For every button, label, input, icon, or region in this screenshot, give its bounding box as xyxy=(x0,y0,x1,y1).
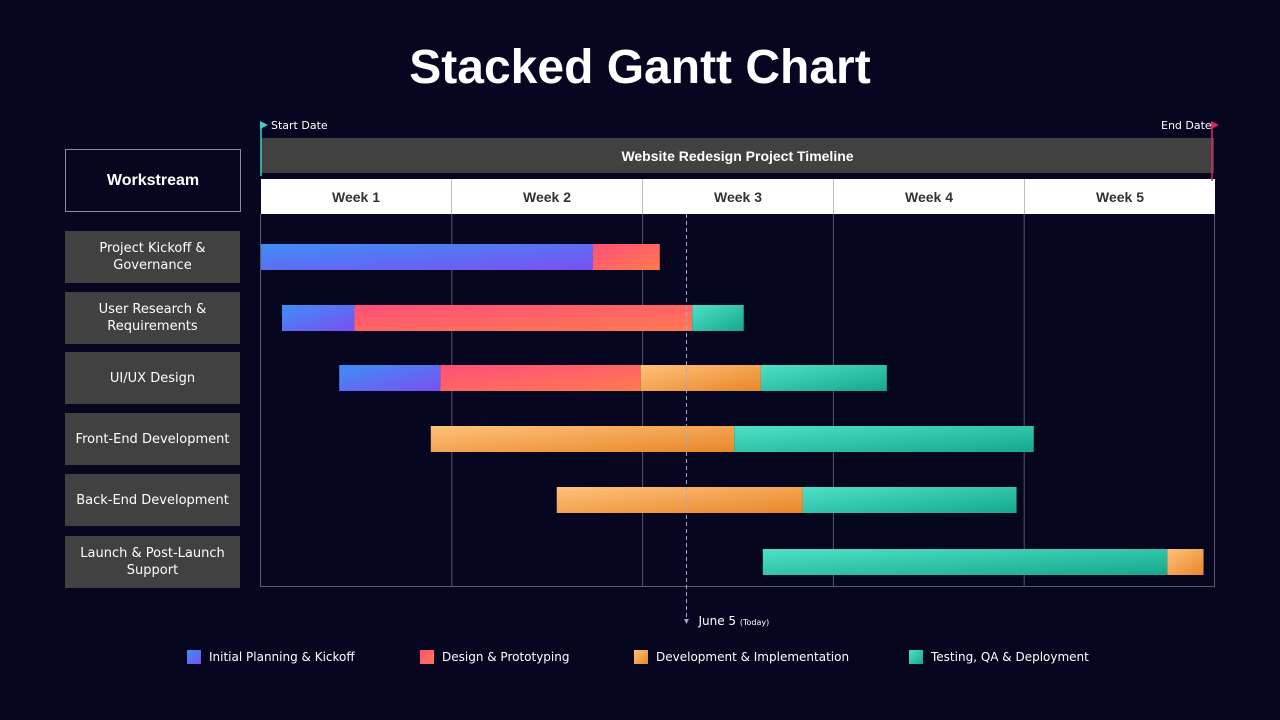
legend-item: Development & Implementation xyxy=(634,650,849,664)
today-marker-icon xyxy=(683,619,689,624)
end-flag-icon xyxy=(1211,121,1219,129)
gantt-bar-segment xyxy=(734,426,1034,452)
gantt-bar-segment xyxy=(339,365,441,391)
week-header-row: Week 1 Week 2 Week 3 Week 4 Week 5 xyxy=(261,179,1215,214)
row-label: UI/UX Design xyxy=(65,352,240,404)
gantt-bar-segment xyxy=(762,549,1168,575)
gantt-bar-segment xyxy=(354,305,693,331)
gantt-plot-area xyxy=(260,214,1215,587)
gantt-bar-segment xyxy=(692,305,744,331)
legend-swatch xyxy=(420,650,434,664)
legend-label: Development & Implementation xyxy=(656,650,850,664)
gantt-bar-segment xyxy=(281,305,355,331)
week-header: Week 3 xyxy=(643,179,834,214)
row-label: Project Kickoff & Governance xyxy=(65,231,240,283)
row-label: Back-End Development xyxy=(65,474,240,526)
legend-swatch xyxy=(634,650,648,664)
row-label: User Research & Requirements xyxy=(65,292,240,344)
week-header: Week 2 xyxy=(452,179,643,214)
legend: Initial Planning & Kickoff Design & Prot… xyxy=(0,650,1280,668)
week-header: Week 1 xyxy=(261,179,452,214)
gantt-bar-segment xyxy=(592,244,660,270)
start-date-label: Start Date xyxy=(271,119,328,132)
week-header: Week 4 xyxy=(834,179,1025,214)
start-flag-icon xyxy=(260,121,268,129)
legend-label: Design & Prototyping xyxy=(442,650,570,664)
legend-swatch xyxy=(187,650,201,664)
legend-item: Design & Prototyping xyxy=(420,650,569,664)
gantt-bar-segment xyxy=(261,244,593,270)
gantt-bar-segment xyxy=(802,487,1017,513)
week-header: Week 5 xyxy=(1096,188,1144,205)
page-title: Stacked Gantt Chart xyxy=(409,41,871,94)
workstream-header: Workstream xyxy=(65,149,241,212)
row-label: Launch & Post-Launch Support xyxy=(65,536,240,588)
legend-label: Testing, QA & Deployment xyxy=(931,650,1089,664)
row-label: Front-End Development xyxy=(65,413,240,465)
gantt-bar-segment xyxy=(556,487,803,513)
gantt-bar-segment xyxy=(430,426,735,452)
legend-swatch xyxy=(909,650,923,664)
legend-item: Initial Planning & Kickoff xyxy=(187,650,355,664)
gantt-bar-segment xyxy=(440,365,641,391)
today-label: June 5 (Today) xyxy=(697,614,769,628)
end-date-label: End Date xyxy=(1161,119,1212,132)
legend-item: Testing, QA & Deployment xyxy=(909,650,1089,664)
legend-label: Initial Planning & Kickoff xyxy=(209,650,355,664)
gantt-bar-segment xyxy=(640,365,761,391)
timeline-header: Website Redesign Project Timeline xyxy=(261,138,1214,173)
gantt-bar-segment xyxy=(1167,549,1204,575)
gantt-bar-segment xyxy=(760,365,887,391)
